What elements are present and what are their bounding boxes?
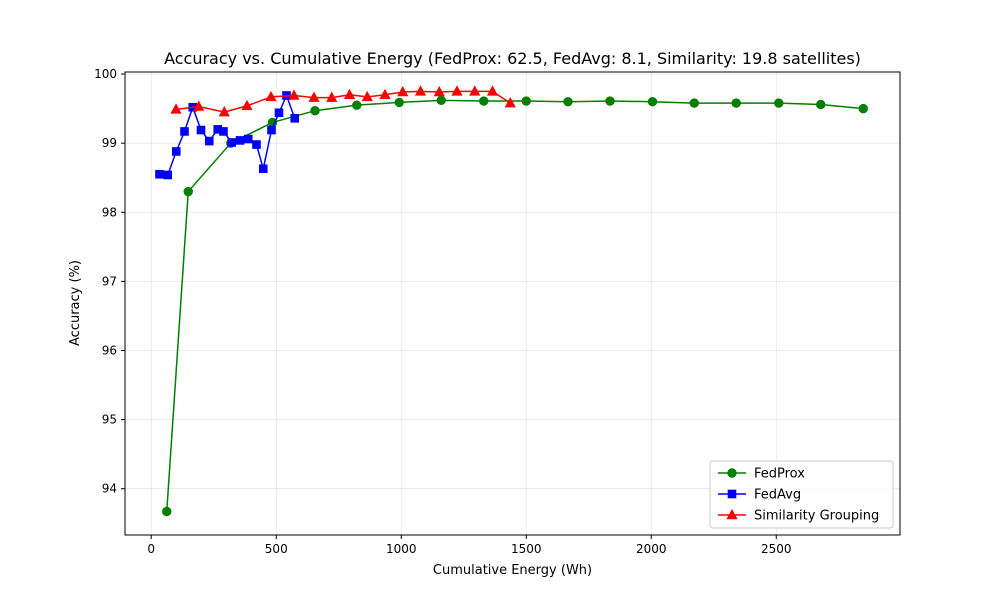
plot-frame	[124, 71, 901, 536]
tick-layer: 0 500 1000 1500 2000 2500 94 95 96 97 98 99 100	[94, 67, 791, 556]
chart-title: Accuracy vs. Cumulative Energy (FedProx:…	[164, 49, 861, 68]
data-point-fedprox	[521, 96, 531, 106]
data-point-fedprox	[563, 97, 573, 107]
data-point-fedavg	[163, 170, 173, 180]
y-axis-title: Accuracy (%)	[68, 260, 83, 346]
x-axis-title: Cumulative Energy (Wh)	[433, 563, 592, 578]
data-point-fedavg	[227, 138, 237, 147]
data-point-fedavg	[204, 136, 214, 146]
data-point-similarity-grouping	[397, 85, 409, 97]
data-point-fedprox	[436, 95, 446, 106]
data-point-fedavg	[171, 147, 181, 156]
series-similarity-grouping	[170, 85, 516, 117]
data-point-similarity-grouping	[218, 106, 230, 117]
data-point-similarity-grouping	[469, 85, 481, 96]
data-point-similarity-grouping	[193, 100, 205, 111]
data-point-similarity-grouping	[379, 88, 391, 100]
data-point-similarity-grouping	[288, 89, 300, 100]
data-point-fedavg	[274, 108, 284, 118]
data-point-similarity-grouping	[308, 91, 320, 102]
data-point-fedprox	[689, 98, 699, 108]
x-tick-label: 0	[147, 542, 155, 556]
legend-item-fedprox: FedProx	[718, 467, 805, 482]
data-point-fedavg	[196, 125, 206, 135]
legend-item-fedavg: FedAvg	[718, 488, 801, 503]
data-point-similarity-grouping	[414, 85, 427, 96]
data-point-similarity-grouping	[451, 85, 463, 96]
data-point-similarity-grouping	[343, 88, 356, 100]
legend-marker-fedavg	[727, 489, 737, 499]
data-point-similarity-grouping	[241, 99, 253, 111]
data-point-fedavg	[267, 125, 276, 135]
y-tick-label: 96	[102, 343, 117, 357]
legend-label-fedprox: FedProx	[754, 467, 805, 482]
x-tick-label: 2500	[761, 542, 792, 556]
legend-box	[709, 460, 894, 529]
data-point-fedprox	[394, 97, 404, 108]
x-tick-label: 1500	[511, 542, 542, 556]
data-point-fedavg	[155, 169, 164, 179]
legend-item-similarity-grouping: Similarity Grouping	[718, 509, 879, 524]
legend-label-fedavg: FedAvg	[754, 488, 801, 503]
legend-marker-similarity-grouping	[726, 508, 738, 520]
data-point-fedprox	[162, 506, 172, 517]
x-tick-label: 500	[265, 542, 288, 556]
data-point-fedprox	[731, 98, 741, 108]
y-tick-label: 97	[102, 274, 117, 288]
series-line-fedprox	[166, 99, 864, 512]
y-tick-label: 95	[102, 413, 117, 427]
y-tick-label: 94	[102, 482, 117, 496]
data-point-fedavg	[258, 164, 268, 174]
data-point-fedavg	[235, 136, 245, 145]
data-point-fedprox	[774, 98, 784, 108]
axes-layer	[124, 71, 901, 536]
data-point-fedprox	[479, 96, 489, 106]
data-point-fedprox	[183, 186, 193, 197]
data-point-fedprox	[816, 99, 826, 110]
x-tick-label: 2000	[636, 542, 667, 556]
data-point-similarity-grouping	[361, 90, 373, 102]
data-point-similarity-grouping	[170, 103, 182, 114]
data-point-similarity-grouping	[265, 90, 277, 102]
data-point-fedavg	[180, 127, 189, 136]
x-tick-label: 1000	[386, 542, 417, 556]
y-tick-label: 98	[102, 205, 117, 219]
legend: FedProx FedAvg Similarity Grouping	[709, 460, 894, 529]
series-layer	[155, 85, 868, 517]
data-point-fedavg	[252, 140, 261, 149]
data-point-fedavg	[243, 134, 253, 144]
legend-marker-fedprox	[727, 468, 737, 478]
data-point-similarity-grouping	[433, 85, 445, 97]
series-fedavg	[155, 91, 300, 180]
data-point-fedprox	[605, 96, 615, 106]
data-point-similarity-grouping	[504, 97, 516, 108]
data-point-fedprox	[352, 100, 362, 110]
data-point-fedprox	[858, 103, 868, 114]
data-point-fedprox	[310, 105, 320, 116]
data-point-fedavg	[290, 114, 300, 123]
y-tick-label: 99	[102, 136, 117, 150]
data-point-fedavg	[219, 127, 228, 136]
data-point-similarity-grouping	[486, 85, 499, 96]
data-point-similarity-grouping	[326, 91, 338, 102]
data-point-fedprox	[647, 97, 658, 107]
y-tick-label: 100	[94, 67, 117, 81]
legend-label-similarity-grouping: Similarity Grouping	[754, 509, 879, 524]
